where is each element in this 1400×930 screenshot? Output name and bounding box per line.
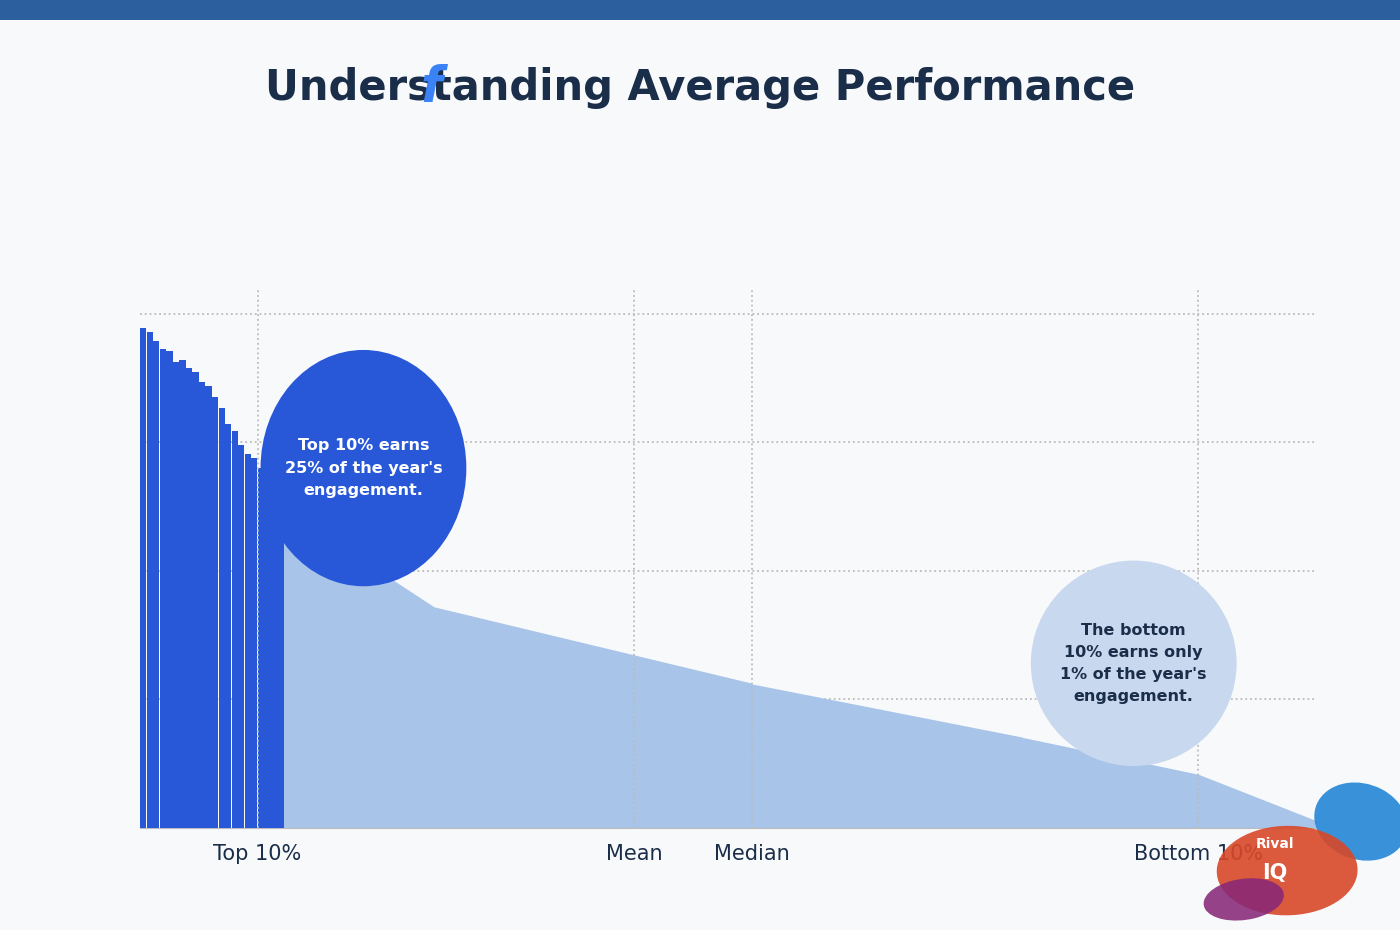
Bar xyxy=(153,341,160,828)
Bar xyxy=(225,423,231,828)
Bar xyxy=(147,332,153,828)
Bar xyxy=(172,362,179,828)
Ellipse shape xyxy=(1030,561,1236,766)
Bar xyxy=(186,367,192,828)
Bar xyxy=(251,458,258,828)
Text: Understanding Average Performance: Understanding Average Performance xyxy=(265,67,1135,110)
Bar xyxy=(192,372,199,828)
Bar xyxy=(160,349,167,828)
Bar xyxy=(277,502,284,828)
Bar xyxy=(238,445,245,828)
Bar xyxy=(231,431,238,828)
Ellipse shape xyxy=(260,350,466,586)
Bar xyxy=(265,476,270,828)
Text: IQ: IQ xyxy=(1261,862,1288,883)
Bar xyxy=(270,492,277,828)
Bar xyxy=(167,352,172,828)
Text: The bottom
10% earns only
1% of the year's
engagement.: The bottom 10% earns only 1% of the year… xyxy=(1060,622,1207,704)
Ellipse shape xyxy=(1217,826,1358,915)
Text: f: f xyxy=(420,64,442,113)
Bar xyxy=(179,360,186,828)
Bar xyxy=(258,468,265,828)
Text: Rival: Rival xyxy=(1256,837,1294,851)
Ellipse shape xyxy=(1204,878,1284,921)
Bar xyxy=(140,328,147,828)
Bar xyxy=(218,407,225,828)
Bar xyxy=(211,396,218,828)
Text: Top 10% earns
25% of the year's
engagement.: Top 10% earns 25% of the year's engageme… xyxy=(284,438,442,498)
Bar xyxy=(206,386,211,828)
Bar xyxy=(199,382,206,828)
Ellipse shape xyxy=(1315,782,1400,860)
Bar xyxy=(245,454,251,828)
